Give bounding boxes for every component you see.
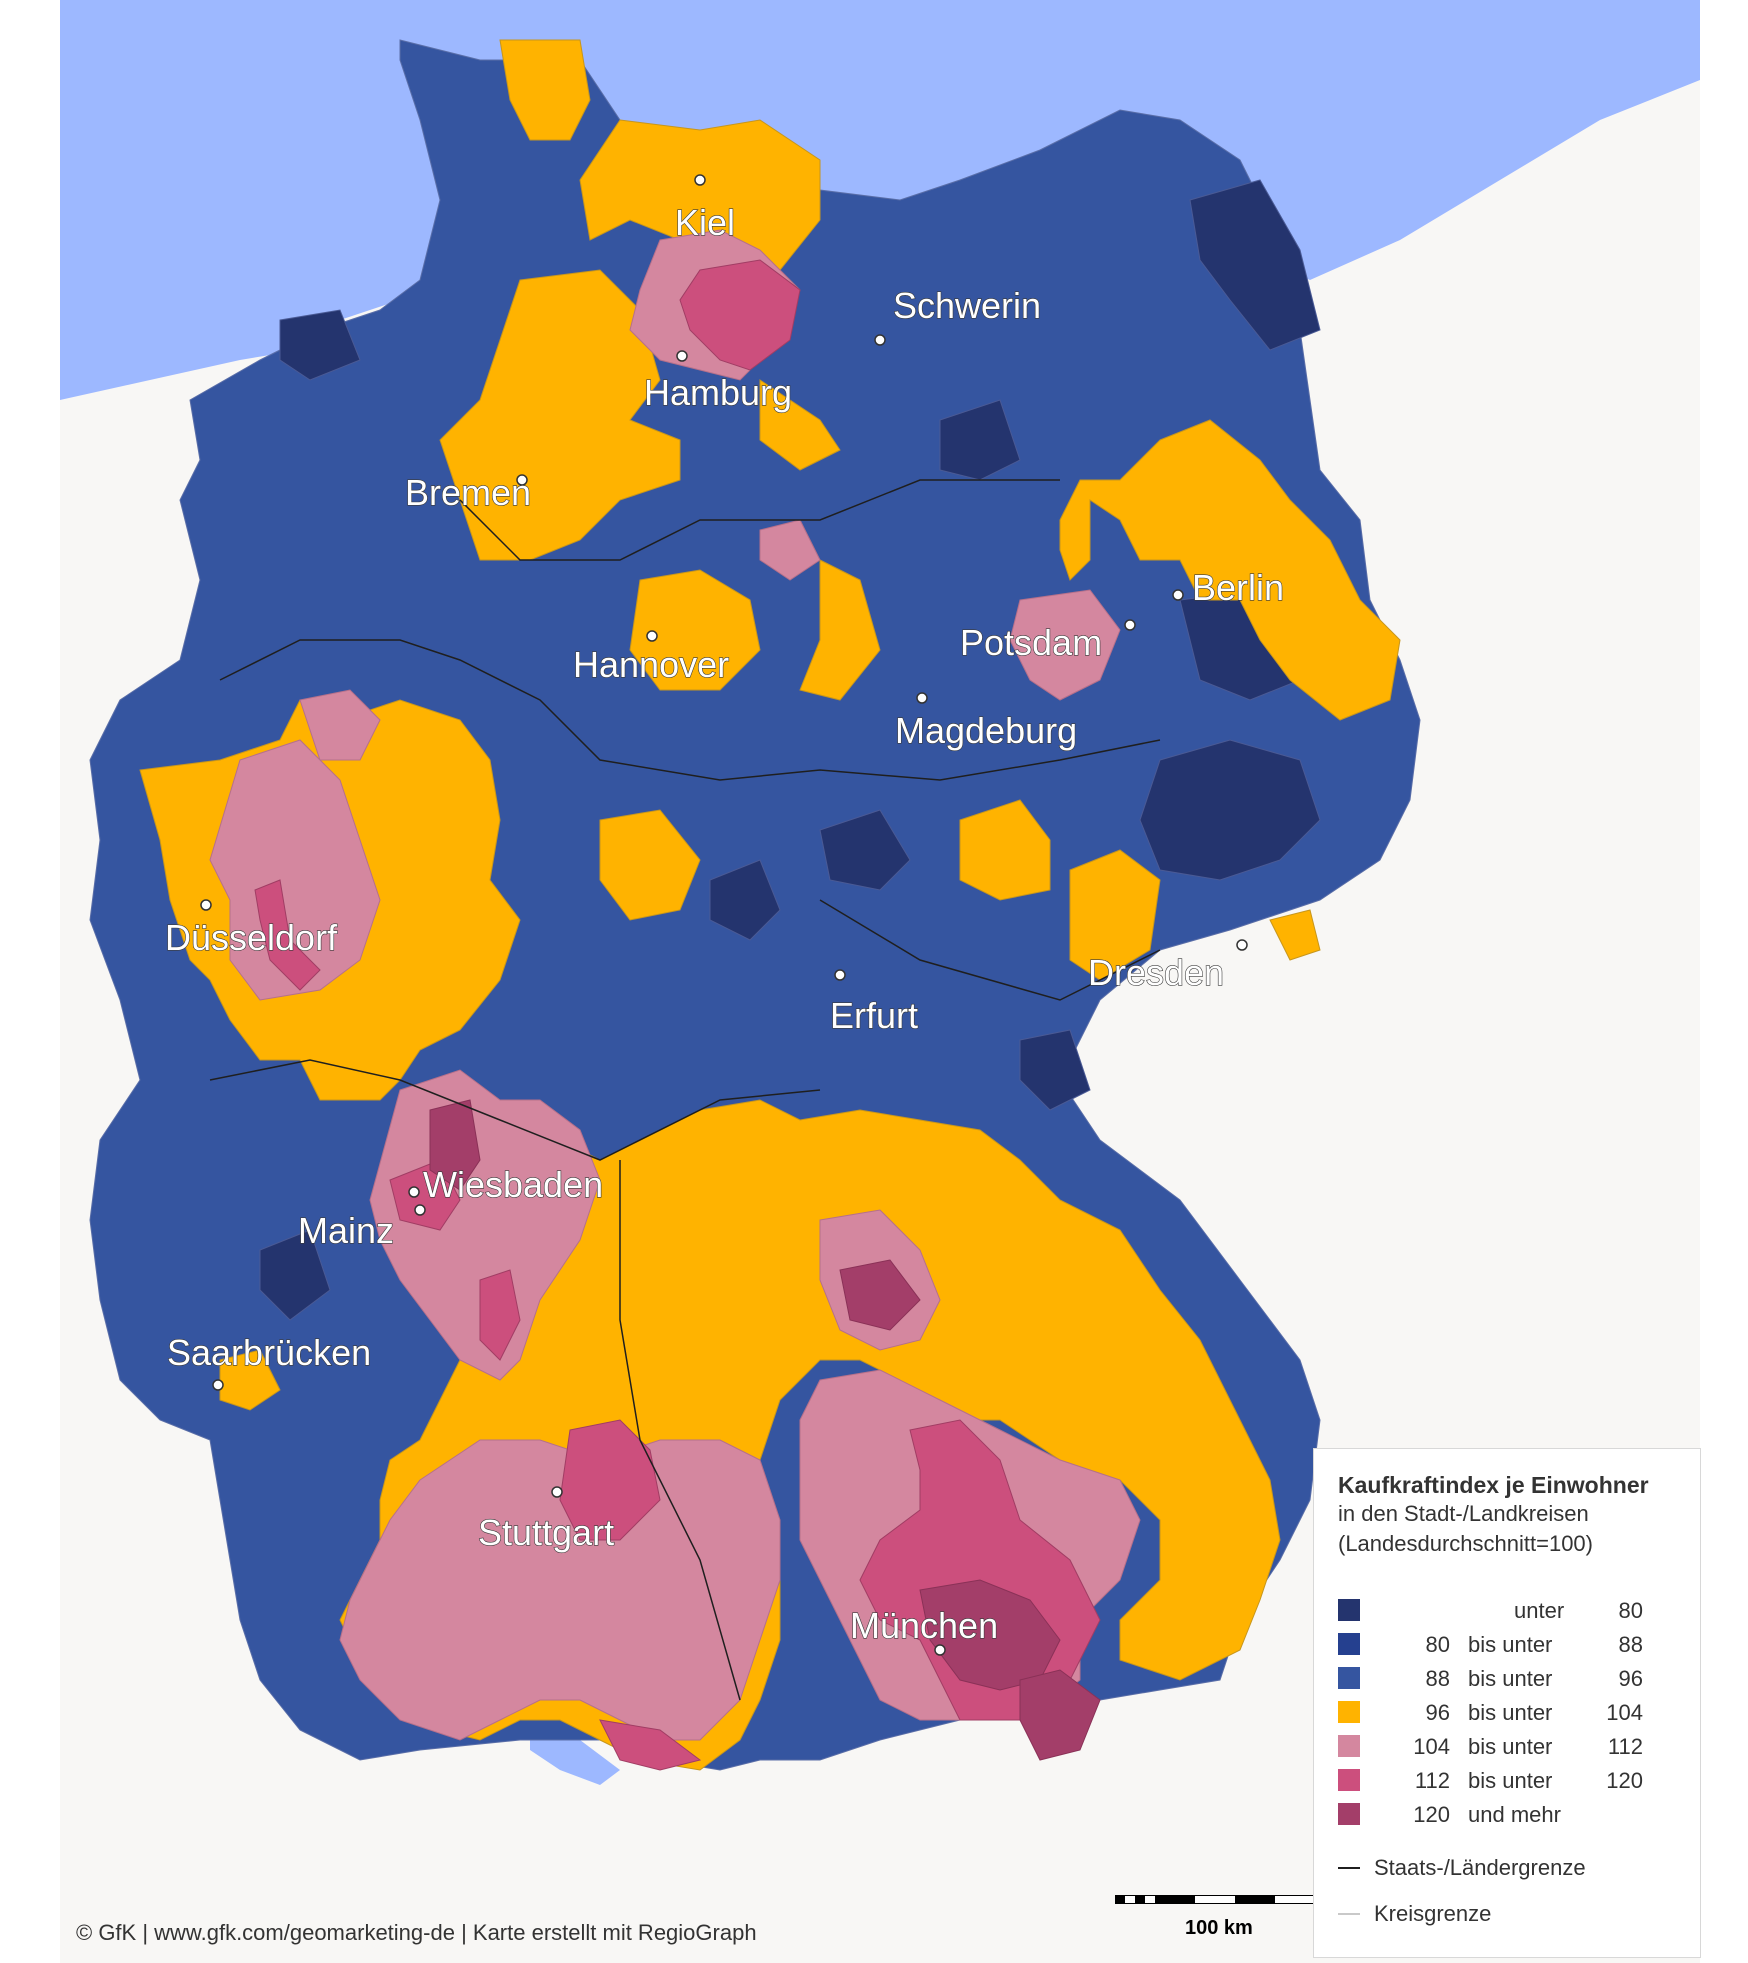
- copyright-text: © GfK | www.gfk.com/geomarketing-de | Ka…: [76, 1920, 757, 1945]
- city-dot-kiel: [694, 174, 706, 186]
- city-label-potsdam: Potsdam: [960, 622, 1102, 663]
- city-dot-saarbruecken: [212, 1379, 224, 1391]
- city-dot-potsdam: [1124, 619, 1136, 631]
- legend-to: 112: [1607, 1734, 1643, 1759]
- city-label-stuttgart: Stuttgart: [478, 1512, 614, 1553]
- city-label-bremen: Bremen: [405, 472, 531, 513]
- map-frame: Kiel Schwerin Hamburg Bremen Berlin Pots…: [60, 0, 1700, 1963]
- city-label-hannover: Hannover: [573, 644, 729, 685]
- legend-mid: bis unter: [1468, 1632, 1553, 1657]
- city-label-berlin: Berlin: [1192, 567, 1284, 608]
- legend-to: 120: [1606, 1768, 1643, 1793]
- legend-from: 120: [1413, 1802, 1450, 1827]
- city-label-saarbruecken: Saarbrücken: [167, 1332, 371, 1373]
- legend-line-label: Staats-/Ländergrenze: [1374, 1855, 1586, 1880]
- legend-mid: bis unter: [1468, 1700, 1553, 1725]
- city-label-muenchen: München: [850, 1605, 998, 1646]
- legend-to: 80: [1618, 1598, 1643, 1623]
- city-dot-bremen: [516, 474, 528, 486]
- city-dot-erfurt: [834, 969, 846, 981]
- legend-swatch: [1338, 1735, 1360, 1757]
- legend-from: 88: [1425, 1666, 1450, 1691]
- legend-swatch: [1338, 1701, 1360, 1723]
- regions-dark-magenta: [429, 1099, 1101, 1761]
- city-label-hamburg: Hamburg: [644, 372, 792, 413]
- city-label-erfurt: Erfurt: [830, 995, 918, 1036]
- legend-mid: bis unter: [1468, 1734, 1553, 1759]
- city-dot-hamburg: [676, 350, 688, 362]
- legend-from: 112: [1414, 1768, 1450, 1793]
- legend-to: 104: [1606, 1700, 1643, 1725]
- legend-swatch: [1338, 1803, 1360, 1825]
- scale-bar-graphic: [1115, 1895, 1329, 1904]
- legend-swatch: [1338, 1599, 1360, 1621]
- legend-line-swatch: [1338, 1913, 1360, 1915]
- legend-mid: bis unter: [1468, 1768, 1553, 1793]
- legend-from: 80: [1425, 1632, 1450, 1657]
- legend-subtitle-2: (Landesdurchschnitt=100): [1338, 1531, 1593, 1556]
- legend-title: Kaufkraftindex je Einwohner: [1338, 1472, 1649, 1498]
- legend-from: 104: [1413, 1734, 1450, 1759]
- city-label-duesseldorf: Düsseldorf: [165, 917, 338, 958]
- city-label-dresden: Dresden: [1088, 952, 1224, 993]
- city-markers: [200, 174, 1248, 1656]
- city-dot-wiesbaden: [408, 1186, 420, 1198]
- legend-subtitle-1: in den Stadt-/Landkreisen: [1338, 1501, 1589, 1526]
- legend-mid: bis unter: [1468, 1666, 1553, 1691]
- city-dot-duesseldorf: [200, 899, 212, 911]
- city-label-schwerin: Schwerin: [893, 285, 1041, 326]
- legend-panel: Kaufkraftindex je Einwohner in den Stadt…: [1313, 1448, 1701, 1958]
- legend-swatch: [1338, 1769, 1360, 1791]
- legend-line-swatch: [1338, 1867, 1360, 1869]
- legend-from: 96: [1425, 1700, 1450, 1725]
- city-dot-schwerin: [874, 334, 886, 346]
- city-label-kiel: Kiel: [675, 202, 735, 243]
- city-dot-mainz: [414, 1204, 426, 1216]
- legend-mid: und mehr: [1468, 1802, 1561, 1827]
- legend-to: 96: [1618, 1666, 1643, 1691]
- city-label-wiesbaden: Wiesbaden: [423, 1164, 603, 1205]
- city-dot-stuttgart: [551, 1486, 563, 1498]
- city-labels: Kiel Schwerin Hamburg Bremen Berlin Pots…: [164, 201, 1284, 1646]
- city-dot-muenchen: [934, 1644, 946, 1656]
- scale-bar: 100 km: [1115, 1895, 1330, 1955]
- city-dot-hannover: [646, 630, 658, 642]
- city-label-mainz: Mainz: [298, 1210, 394, 1251]
- city-label-magdeburg: Magdeburg: [895, 710, 1077, 751]
- state-borders: [209, 479, 1161, 1701]
- legend-swatch: [1338, 1667, 1360, 1689]
- legend-swatch: [1338, 1633, 1360, 1655]
- city-dot-berlin: [1172, 589, 1184, 601]
- city-dot-dresden: [1236, 939, 1248, 951]
- scale-label: 100 km: [1185, 1917, 1253, 1939]
- legend-mid: unter: [1514, 1598, 1565, 1623]
- legend-to: 88: [1618, 1632, 1643, 1657]
- legend-line-label: Kreisgrenze: [1374, 1901, 1492, 1926]
- germany-map: Kiel Schwerin Hamburg Bremen Berlin Pots…: [60, 0, 1700, 1785]
- city-dot-magdeburg: [916, 692, 928, 704]
